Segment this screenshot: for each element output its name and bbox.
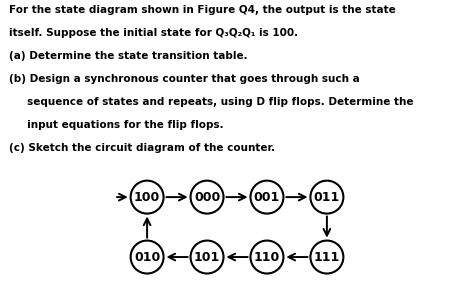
- Text: sequence of states and repeats, using D flip flops. Determine the: sequence of states and repeats, using D …: [9, 97, 414, 107]
- Text: 010: 010: [134, 251, 160, 263]
- Text: (b) Design a synchronous counter that goes through such a: (b) Design a synchronous counter that go…: [9, 74, 360, 84]
- Circle shape: [250, 241, 283, 274]
- Text: 011: 011: [314, 191, 340, 204]
- Text: 000: 000: [194, 191, 220, 204]
- Text: 001: 001: [254, 191, 280, 204]
- Text: For the state diagram shown in Figure Q4, the output is the state: For the state diagram shown in Figure Q4…: [9, 5, 396, 15]
- Text: 111: 111: [314, 251, 340, 263]
- Circle shape: [191, 241, 224, 274]
- Text: (c) Sketch the circuit diagram of the counter.: (c) Sketch the circuit diagram of the co…: [9, 143, 275, 153]
- Text: input equations for the flip flops.: input equations for the flip flops.: [9, 120, 224, 130]
- Circle shape: [250, 180, 283, 214]
- Circle shape: [131, 241, 164, 274]
- Text: 110: 110: [254, 251, 280, 263]
- Text: 101: 101: [194, 251, 220, 263]
- Circle shape: [310, 180, 343, 214]
- Text: (a) Determine the state transition table.: (a) Determine the state transition table…: [9, 51, 248, 61]
- Circle shape: [310, 241, 343, 274]
- Text: itself. Suppose the initial state for Q₃Q₂Q₁ is 100.: itself. Suppose the initial state for Q₃…: [9, 28, 299, 38]
- Text: 100: 100: [134, 191, 160, 204]
- Circle shape: [131, 180, 164, 214]
- Circle shape: [191, 180, 224, 214]
